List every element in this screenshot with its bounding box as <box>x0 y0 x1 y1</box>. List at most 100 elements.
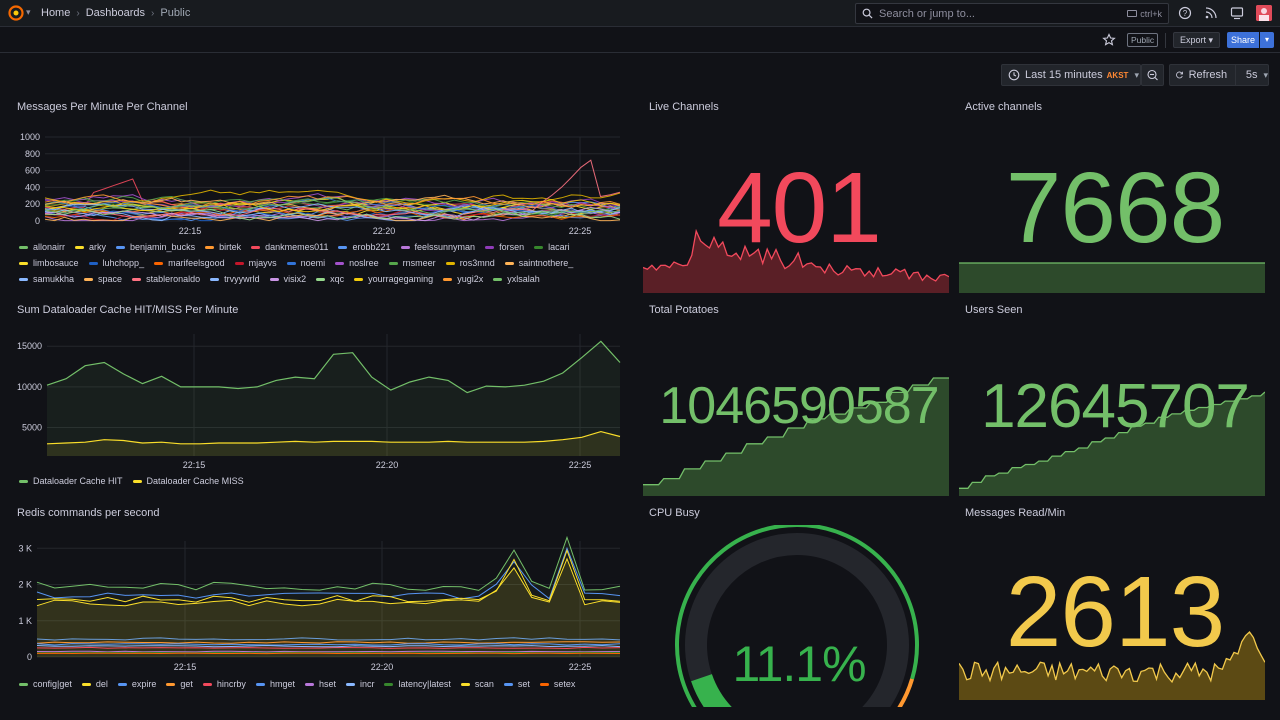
share-dropdown-button[interactable]: ▾ <box>1260 32 1274 48</box>
total-potatoes-sparkline <box>643 377 949 496</box>
shortcut-label: ctrl+k <box>1140 8 1162 19</box>
legend-item[interactable]: birtek <box>205 241 241 253</box>
share-button[interactable]: Share <box>1227 32 1259 48</box>
legend-swatch <box>504 261 514 265</box>
legend-item[interactable]: saintnothere_ <box>504 257 573 269</box>
panel-users-seen: Users Seen 12645707 <box>959 304 1265 496</box>
legend-item[interactable]: allonairr <box>19 241 65 253</box>
legend-item[interactable]: yxlsalah <box>493 273 540 285</box>
legend-item[interactable]: trvyywrld <box>210 273 260 285</box>
chevron-down-icon: ▾ <box>1134 69 1139 80</box>
series-line <box>44 194 621 212</box>
legend-item[interactable]: yourragegaming <box>354 273 433 285</box>
breadcrumb-dashboards[interactable]: Dashboards <box>85 7 146 19</box>
redis-area-chart[interactable]: 0 1 K 2 K 3 K 22:15 22:20 22:25 <box>17 535 632 675</box>
legend-item[interactable]: erobb221 <box>338 241 391 253</box>
legend-item[interactable]: set <box>503 678 530 690</box>
legend-item[interactable]: visix2 <box>269 273 306 285</box>
legend-item[interactable]: arky <box>75 241 106 253</box>
legend-item[interactable]: stableronaldo <box>132 273 200 285</box>
refresh-button-label[interactable]: Refresh <box>1188 69 1228 81</box>
legend-item[interactable]: benjamin_bucks <box>116 241 195 253</box>
legend-item[interactable]: limbosauce <box>19 257 79 269</box>
breadcrumb: Home › Dashboards › Public <box>41 7 190 19</box>
legend-item[interactable]: setex <box>539 678 575 690</box>
panel-title: Live Channels <box>649 101 719 113</box>
legend-item[interactable]: get <box>166 678 193 690</box>
legend-item[interactable]: expire <box>117 678 156 690</box>
chevron-down-icon[interactable]: ▾ <box>26 7 31 17</box>
legend-label: space <box>98 274 123 284</box>
legend-item[interactable]: feelssunnyman <box>400 241 475 253</box>
legend-label: limbosauce <box>33 258 79 268</box>
chart-legend: Dataloader Cache HIT Dataloader Cache MIS… <box>19 475 624 487</box>
dataloader-area-chart[interactable]: 5000 10000 15000 22:15 22:20 22:25 <box>17 326 632 474</box>
legend-item[interactable]: noemi <box>286 257 325 269</box>
stat-value: 401 <box>717 152 882 264</box>
legend-label: benjamin_bucks <box>130 242 196 252</box>
legend-item[interactable]: Dataloader Cache HIT <box>19 475 123 487</box>
legend-label: dankmemes011 <box>265 242 329 252</box>
y-tick-label: 400 <box>25 182 40 192</box>
breadcrumb-public: Public <box>160 7 191 19</box>
series-line <box>44 203 621 218</box>
rss-icon[interactable] <box>1204 6 1218 20</box>
export-button[interactable]: Export ▾ <box>1173 32 1221 48</box>
panel-title: Total Potatoes <box>649 304 719 316</box>
y-tick-label: 0 <box>27 652 32 662</box>
legend-item[interactable]: hmget <box>255 678 295 690</box>
legend-swatch <box>251 245 261 249</box>
legend-item[interactable]: xqc <box>316 273 344 285</box>
legend-item[interactable]: samukkha <box>19 273 74 285</box>
legend-item[interactable]: luhchopp_ <box>88 257 145 269</box>
legend-label: hincrby <box>216 679 246 689</box>
x-tick-label: 22:25 <box>569 662 592 672</box>
legend-item[interactable]: marifeelsgood <box>154 257 225 269</box>
legend-swatch <box>205 245 215 249</box>
breadcrumb-home[interactable]: Home <box>41 7 71 19</box>
legend-swatch <box>304 682 314 686</box>
series-line <box>44 198 621 219</box>
series-line <box>36 641 621 644</box>
legend-item[interactable]: config|get <box>19 678 72 690</box>
search-input[interactable]: Search or jump to... ctrl+k <box>855 3 1169 24</box>
messages-line-chart[interactable]: 0 200 400 600 800 1000 22:15 22:20 22:25 <box>17 129 632 244</box>
legend-item[interactable]: noslree <box>335 257 379 269</box>
legend-swatch <box>445 261 455 265</box>
grafana-logo-icon[interactable] <box>8 5 24 21</box>
legend-swatch <box>202 682 212 686</box>
series-line <box>46 430 621 445</box>
legend-swatch <box>400 245 410 249</box>
legend-item[interactable]: incr <box>345 678 374 690</box>
legend-swatch <box>154 261 164 265</box>
legend-item[interactable]: latency|latest <box>384 678 451 690</box>
legend-item[interactable]: space <box>84 273 122 285</box>
zoom-out-button[interactable] <box>1141 64 1164 86</box>
star-icon[interactable] <box>1102 33 1116 47</box>
panel-title: Redis commands per second <box>17 507 160 519</box>
legend-item[interactable]: Dataloader Cache MISS <box>132 475 244 487</box>
legend-label: luhchopp_ <box>102 258 145 268</box>
refresh-interval[interactable]: 5s <box>1245 69 1258 81</box>
help-icon[interactable]: ? <box>1178 6 1192 20</box>
legend-item[interactable]: scan <box>460 678 494 690</box>
avatar[interactable] <box>1256 5 1272 21</box>
legend-item[interactable]: lacari <box>534 241 570 253</box>
monitor-icon[interactable] <box>1230 6 1244 20</box>
legend-item[interactable]: yugi2x <box>443 273 483 285</box>
legend-item[interactable]: rnsmeer <box>388 257 436 269</box>
legend-item[interactable]: hincrby <box>202 678 246 690</box>
x-tick-label: 22:15 <box>183 460 206 470</box>
legend-item[interactable]: del <box>81 678 108 690</box>
sparkline-line <box>959 391 1265 489</box>
panel-dataloader-cache: Sum Dataloader Cache HIT/MISS Per Minute… <box>17 304 632 494</box>
series-line <box>36 643 621 646</box>
x-tick-label: 22:15 <box>174 662 197 672</box>
time-range-picker[interactable]: Last 15 minutes AKST ▾ <box>1001 64 1141 86</box>
legend-item[interactable]: ros3mnd <box>445 257 495 269</box>
refresh-picker[interactable]: Refresh 5s ▾ <box>1169 64 1269 86</box>
legend-item[interactable]: forsen <box>485 241 524 253</box>
legend-item[interactable]: mjayvs <box>234 257 277 269</box>
legend-item[interactable]: dankmemes011 <box>251 241 328 253</box>
legend-item[interactable]: hset <box>304 678 336 690</box>
